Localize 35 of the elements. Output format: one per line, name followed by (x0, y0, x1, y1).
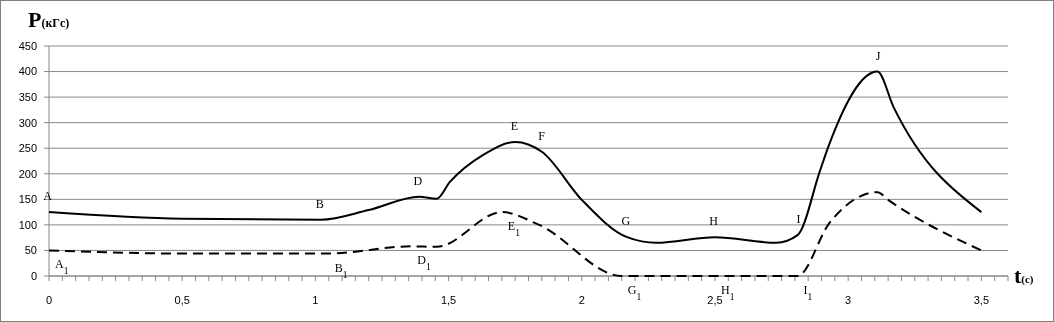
annotation: A (43, 189, 53, 204)
y-tick-label: 450 (18, 39, 37, 52)
y-tick-label: 0 (30, 269, 37, 282)
y-tick-label: 250 (18, 142, 37, 155)
x-tick-label: 1,5 (440, 294, 457, 306)
y-tick-label: 400 (18, 65, 37, 78)
x-tick-label: 0,5 (174, 294, 190, 306)
y-tick-label: 50 (24, 244, 37, 257)
x-tick-label: 2 (578, 294, 585, 306)
x-tick-label: 3 (845, 294, 852, 306)
y-axis-title: P(кГс) (28, 7, 70, 32)
y-tick-label: 350 (18, 90, 37, 103)
annotation: G (621, 214, 631, 229)
annotation: E (510, 119, 519, 134)
annotation: D (413, 173, 423, 188)
annotation: A$_{1}$ (55, 257, 69, 276)
x-tick-label: 2,5 (707, 294, 723, 306)
annotation: G$_{1}$ (627, 283, 642, 302)
annotation: F (538, 128, 546, 143)
x-axis-title: t(c) (1014, 263, 1034, 288)
annotation: J (875, 48, 881, 63)
annotation: B (315, 196, 324, 211)
annotation: E$_{1}$ (507, 219, 521, 238)
annotation: I (796, 212, 801, 227)
y-tick-label: 200 (18, 167, 37, 180)
x-tick-label: 1 (312, 294, 319, 306)
y-tick-label: 300 (18, 116, 37, 129)
y-tick-label: 150 (18, 193, 37, 206)
x-tick-label: 0 (45, 294, 53, 306)
annotation: H (709, 214, 719, 229)
y-tick-label: 100 (18, 218, 37, 231)
annotation: D$_{1}$ (417, 253, 431, 272)
annotation: I$_{1}$ (803, 283, 813, 302)
annotation: B$_{1}$ (334, 260, 348, 280)
x-tick-label: 3,5 (973, 294, 990, 306)
